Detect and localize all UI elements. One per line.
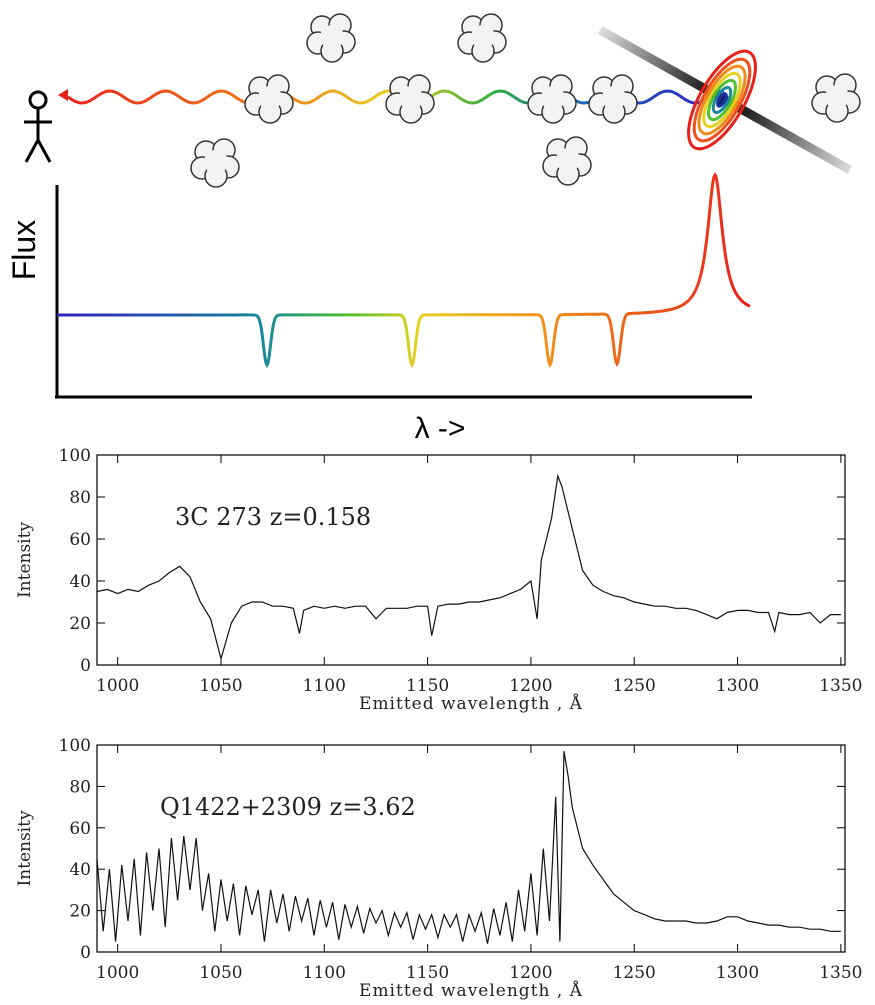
x-tick-label: 1050 [199,676,242,696]
spectrum-chart: 1000 1050 1100 1150 1200 1250 1300 1350 0 20 40 60 8… [15,736,863,1001]
x-tick-label: 1300 [716,676,759,696]
x-tick-label: 1000 [96,676,139,696]
y-tick-label: 0 [80,656,91,676]
x-tick-label: 1250 [613,676,656,696]
spectrum-chart: 1000 1050 1100 1150 1200 1250 1300 1350 0 20 40 60 8… [15,446,863,714]
x-tick-label: 1350 [819,963,862,983]
y-axis-label: Intensity [15,810,35,886]
y-tick-label: 40 [69,860,91,880]
y-tick-label: 80 [69,777,91,797]
y-tick-label: 40 [69,572,91,592]
x-tick-label: 1150 [406,963,449,983]
x-tick-label: 1150 [406,676,449,696]
x-tick-label: 1200 [509,963,552,983]
x-tick-label: 1250 [613,963,656,983]
y-tick-label: 60 [69,530,91,550]
y-tick-label: 20 [69,902,91,922]
x-tick-label: 1100 [303,676,346,696]
y-tick-label: 0 [80,943,91,963]
y-axis-label: Intensity [15,522,35,598]
x-tick-label: 1300 [716,963,759,983]
flux-label: Flux [6,220,42,280]
x-tick-label: 1050 [199,963,242,983]
y-tick-label: 80 [69,488,91,508]
annotation: 3C 273 z=0.158 [175,503,371,531]
y-tick-label: 100 [59,446,91,466]
annotation: Q1422+2309 z=3.62 [160,793,416,821]
y-tick-label: 20 [69,614,91,634]
flux-curve [57,172,751,369]
x-tick-label: 1200 [509,676,552,696]
x-tick-label: 1350 [819,676,862,696]
spectrum-line [96,473,841,661]
y-tick-label: 60 [69,819,91,839]
y-tick-label: 100 [59,736,91,756]
flux-axes [55,185,752,399]
observer [24,90,52,163]
clouds [190,13,861,188]
x-axis-label: Emitted wavelength , Å [359,980,583,1001]
x-tick-label: 1100 [303,963,346,983]
lambda-label: λ -> [415,412,466,445]
diagram: Flux λ -> [6,13,861,445]
x-tick-label: 1000 [96,963,139,983]
plot-frame [96,454,846,666]
x-axis-label: Emitted wavelength , Å [359,693,583,714]
plot-frame [96,744,846,953]
arrow-head [58,89,68,101]
spectrum-line [96,751,841,944]
